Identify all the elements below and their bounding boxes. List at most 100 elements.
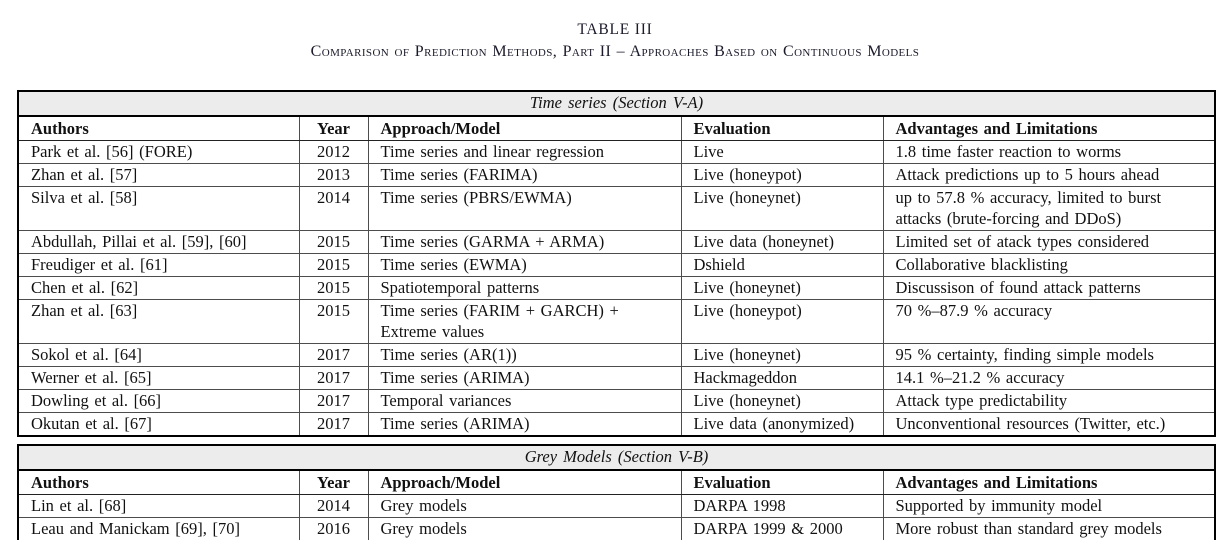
cell-year: 2015 [298, 253, 369, 277]
cell-approach-model: Time series and linear regression [367, 140, 682, 164]
cell-evaluation: Live [680, 140, 884, 164]
cell-approach-model: Grey models [367, 494, 682, 518]
cell-evaluation: Live (honeypot) [680, 299, 884, 344]
cell-advantages-limitations: 95 % certainty, finding simple models [882, 343, 1216, 367]
cell-year: 2014 [298, 186, 369, 231]
cell-advantages-limitations: Attack predictions up to 5 hours ahead [882, 163, 1216, 187]
column-header-advantages-limitations: Advantages and Limitations [882, 115, 1216, 141]
cell-advantages-limitations: More robust than standard grey models [882, 517, 1216, 540]
column-header-row: Authors Year Approach/Model Evaluation Advan… [17, 469, 1216, 495]
cell-evaluation: Dshield [680, 253, 884, 277]
cell-evaluation: Live data (anonymized) [680, 412, 884, 437]
section-heading: Grey Models (Section V-B) [18, 445, 1215, 471]
cell-evaluation: Live (honeynet) [680, 276, 884, 300]
cell-authors: Okutan et al. [67] [17, 412, 300, 437]
table-caption: TABLE III Comparison of Prediction Metho… [0, 21, 1230, 61]
table-row: Silva et al. [58] 2014 Time series (PBRS/E… [17, 186, 1216, 231]
column-header-row: Authors Year Approach/Model Evaluation Advan… [17, 115, 1216, 141]
column-header-evaluation: Evaluation [680, 469, 884, 495]
cell-year: 2015 [298, 299, 369, 344]
cell-approach-model: Time series (PBRS/EWMA) [367, 186, 682, 231]
cell-authors: Freudiger et al. [61] [17, 253, 300, 277]
cell-year: 2013 [298, 163, 369, 187]
cell-approach-model: Grey models [367, 517, 682, 540]
cell-advantages-limitations: Collaborative blacklisting [882, 253, 1216, 277]
cell-evaluation: Hackmageddon [680, 366, 884, 390]
cell-authors: Leau and Manickam [69], [70] [17, 517, 300, 540]
cell-advantages-limitations: up to 57.8 % accuracy, limited to burst … [882, 186, 1216, 231]
section-table: Time series (Section V-A) Authors Year Appr… [17, 90, 1217, 437]
table-row: Lin et al. [68] 2014 Grey models DARPA 1998… [17, 494, 1216, 518]
cell-authors: Chen et al. [62] [17, 276, 300, 300]
cell-year: 2012 [298, 140, 369, 164]
cell-year: 2017 [298, 366, 369, 390]
cell-approach-model: Time series (FARIMA) [367, 163, 682, 187]
cell-approach-model: Time series (EWMA) [367, 253, 682, 277]
cell-approach-model: Time series (GARMA + ARMA) [367, 230, 682, 254]
column-header-approach-model: Approach/Model [367, 469, 682, 495]
cell-evaluation: Live (honeynet) [680, 343, 884, 367]
cell-evaluation: Live (honeynet) [680, 186, 884, 231]
cell-advantages-limitations: Unconventional resources (Twitter, etc.) [882, 412, 1216, 437]
table-row: Okutan et al. [67] 2017 Time series (ARIMA… [17, 412, 1216, 437]
cell-approach-model: Spatiotemporal patterns [367, 276, 682, 300]
cell-year: 2017 [298, 412, 369, 437]
column-header-authors: Authors [17, 469, 300, 495]
table-title: Comparison of Prediction Methods, Part I… [310, 43, 920, 60]
cell-authors: Lin et al. [68] [17, 494, 300, 518]
cell-evaluation: Live (honeynet) [680, 389, 884, 413]
cell-evaluation: DARPA 1999 & 2000 [680, 517, 884, 540]
table-row: Zhan et al. [57] 2013 Time series (FARIMA)… [17, 163, 1216, 187]
cell-evaluation: Live (honeypot) [680, 163, 884, 187]
column-header-authors: Authors [17, 115, 300, 141]
table-row: Freudiger et al. [61] 2015 Time series (EW… [17, 253, 1216, 277]
cell-advantages-limitations: Limited set of atack types considered [882, 230, 1216, 254]
cell-year: 2016 [298, 517, 369, 540]
cell-authors: Werner et al. [65] [17, 366, 300, 390]
cell-approach-model: Time series (ARIMA) [367, 366, 682, 390]
cell-year: 2014 [298, 494, 369, 518]
cell-year: 2015 [298, 276, 369, 300]
column-header-year: Year [298, 469, 369, 495]
cell-approach-model: Temporal variances [367, 389, 682, 413]
cell-authors: Silva et al. [58] [17, 186, 300, 231]
table-row: Dowling et al. [66] 2017 Temporal variance… [17, 389, 1216, 413]
cell-approach-model: Time series (FARIM + GARCH) + Extreme va… [367, 299, 682, 344]
cell-advantages-limitations: 1.8 time faster reaction to worms [882, 140, 1216, 164]
column-header-year: Year [298, 115, 369, 141]
table-row: Chen et al. [62] 2015 Spatiotemporal patte… [17, 276, 1216, 300]
table-row: Sokol et al. [64] 2017 Time series (AR(1))… [17, 343, 1216, 367]
table-number: TABLE III [577, 21, 653, 38]
cell-approach-model: Time series (AR(1)) [367, 343, 682, 367]
section-header-row: Grey Models (Section V-B) [18, 445, 1215, 471]
cell-advantages-limitations: Supported by immunity model [882, 494, 1216, 518]
table-row: Leau and Manickam [69], [70] 2016 Grey mod… [17, 517, 1216, 540]
cell-year: 2017 [298, 389, 369, 413]
section-header-row: Time series (Section V-A) [18, 91, 1216, 117]
cell-advantages-limitations: 14.1 %–21.2 % accuracy [882, 366, 1216, 390]
table-row: Zhan et al. [63] 2015 Time series (FARIM +… [17, 299, 1216, 344]
cell-evaluation: DARPA 1998 [680, 494, 884, 518]
cell-advantages-limitations: 70 %–87.9 % accuracy [882, 299, 1216, 344]
column-header-advantages-limitations: Advantages and Limitations [882, 469, 1216, 495]
table-row: Werner et al. [65] 2017 Time series (ARIMA… [17, 366, 1216, 390]
table-row: Abdullah, Pillai et al. [59], [60] 2015 Ti… [17, 230, 1216, 254]
cell-authors: Abdullah, Pillai et al. [59], [60] [17, 230, 300, 254]
cell-authors: Park et al. [56] (FORE) [17, 140, 300, 164]
cell-authors: Dowling et al. [66] [17, 389, 300, 413]
section-table: Grey Models (Section V-B) Authors Year Appr… [17, 444, 1216, 540]
tables-container: Time series (Section V-A) Authors Year Appr… [17, 90, 1217, 540]
cell-approach-model: Time series (ARIMA) [367, 412, 682, 437]
column-header-evaluation: Evaluation [680, 115, 884, 141]
cell-advantages-limitations: Discussison of found attack patterns [882, 276, 1216, 300]
cell-authors: Sokol et al. [64] [17, 343, 300, 367]
cell-evaluation: Live data (honeynet) [680, 230, 884, 254]
cell-authors: Zhan et al. [57] [17, 163, 300, 187]
table-row: Park et al. [56] (FORE) 2012 Time series a… [17, 140, 1216, 164]
cell-authors: Zhan et al. [63] [17, 299, 300, 344]
cell-year: 2015 [298, 230, 369, 254]
section-heading: Time series (Section V-A) [18, 91, 1216, 117]
column-header-approach-model: Approach/Model [367, 115, 682, 141]
cell-year: 2017 [298, 343, 369, 367]
cell-advantages-limitations: Attack type predictability [882, 389, 1216, 413]
